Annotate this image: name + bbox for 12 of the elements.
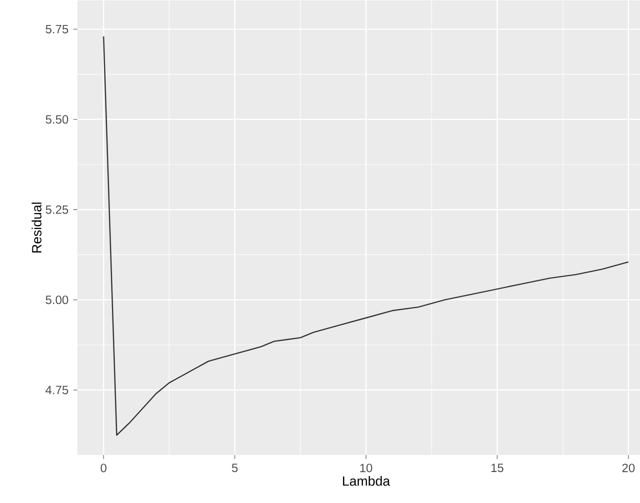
- x-tick-label: 20: [622, 464, 635, 472]
- y-tick-label: 5.50: [46, 115, 68, 124]
- x-tick-label: 0: [100, 464, 106, 472]
- y-tick-label: 5.75: [46, 25, 68, 34]
- y-tick-label: 5.00: [46, 296, 68, 304]
- y-tick-label: 5.25: [46, 205, 68, 214]
- y-axis-title: Residual: [32, 202, 42, 253]
- y-tick-label: 4.75: [46, 386, 68, 394]
- x-tick-label: 10: [360, 464, 372, 472]
- x-tick-label: 5: [232, 464, 238, 472]
- x-tick-label: 15: [491, 464, 504, 472]
- x-axis-title: Lambda: [342, 476, 390, 486]
